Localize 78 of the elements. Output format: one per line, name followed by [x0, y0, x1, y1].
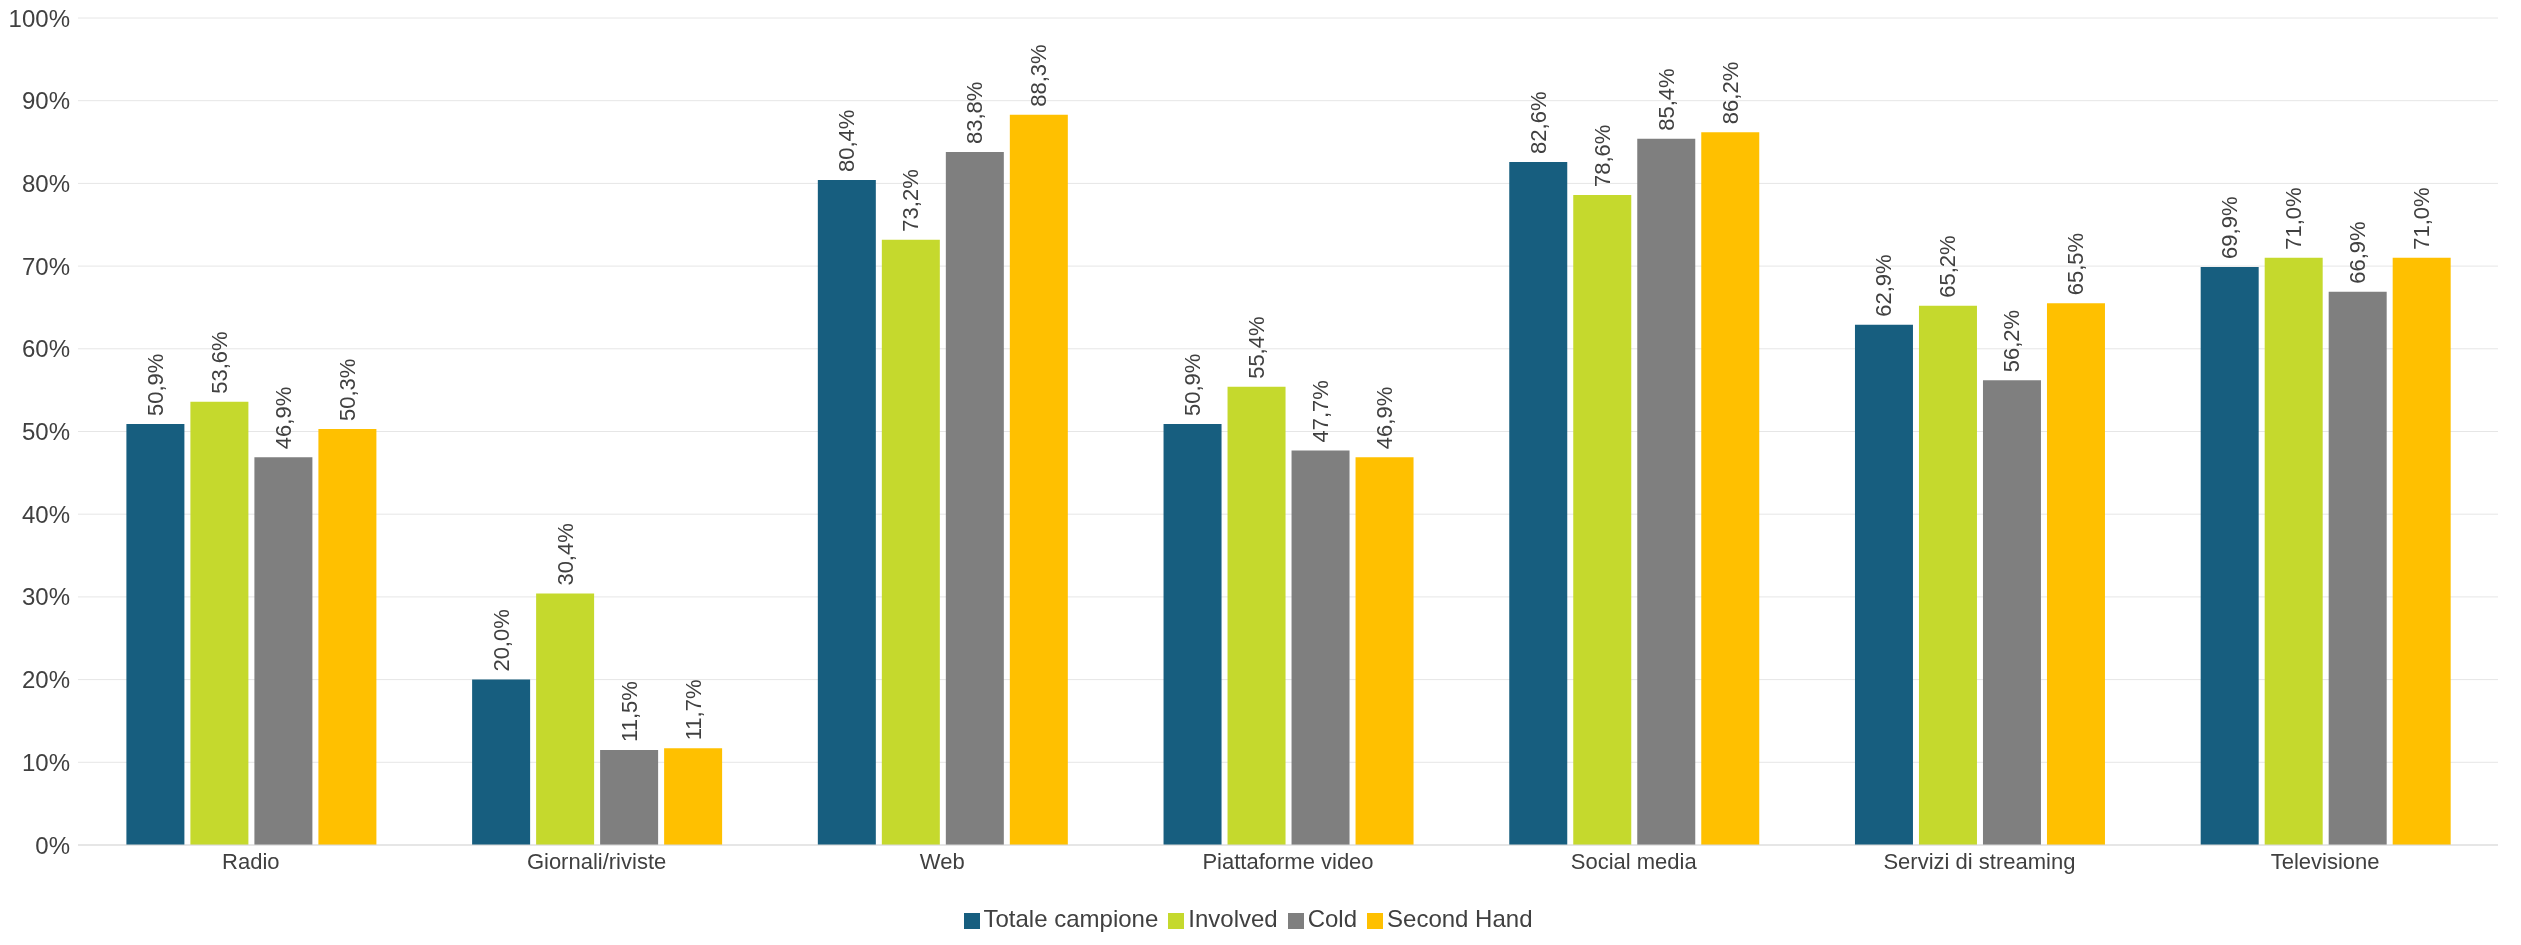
data-label: 82,6%	[1525, 91, 1551, 154]
bar	[600, 749, 659, 845]
data-label: 53,6%	[206, 331, 232, 394]
y-tick-label: 20%	[21, 666, 70, 694]
data-label: 65,5%	[2063, 232, 2089, 296]
bar	[472, 679, 531, 845]
y-tick-label: 90%	[21, 87, 70, 115]
data-label: 46,9%	[270, 386, 296, 450]
data-label: 71,0%	[2409, 187, 2435, 250]
bar	[318, 429, 377, 845]
bar	[2328, 291, 2387, 845]
y-tick-label: 50%	[21, 418, 70, 446]
legend-label: Totale campione	[983, 905, 1159, 932]
bar	[664, 748, 723, 845]
legend-label: Cold	[1307, 905, 1358, 932]
data-label: 88,3%	[1026, 44, 1052, 107]
x-tick-label: Giornali/riviste	[526, 848, 667, 874]
bar	[1637, 138, 1696, 845]
data-label: 85,4%	[1653, 68, 1679, 131]
x-tick-label: Web	[919, 848, 965, 874]
y-tick-label: 60%	[21, 335, 70, 363]
legend-label: Involved	[1188, 905, 1278, 932]
x-tick-label: Servizi di streaming	[1883, 848, 2076, 874]
bar	[126, 424, 185, 845]
data-label: 66,9%	[2345, 221, 2371, 284]
data-label: 30,4%	[552, 523, 578, 586]
bar	[1573, 194, 1632, 845]
data-label: 50,9%	[142, 353, 168, 417]
data-label: 50,9%	[1180, 353, 1206, 417]
bar	[1291, 450, 1350, 845]
y-tick-label: 0%	[35, 831, 70, 859]
bar	[1854, 324, 1913, 845]
data-label: 50,3%	[334, 358, 360, 422]
data-label: 55,4%	[1244, 316, 1270, 379]
bar	[2046, 303, 2105, 845]
bar	[1227, 386, 1286, 845]
x-tick-label: Social media	[1570, 848, 1698, 874]
bar	[190, 401, 249, 845]
data-label: 65,2%	[1935, 235, 1961, 298]
bar	[945, 151, 1004, 845]
bar	[1701, 132, 1760, 845]
bar	[2264, 257, 2323, 845]
x-tick-label: Radio	[222, 848, 280, 874]
data-label: 56,2%	[1999, 309, 2025, 373]
bar	[1509, 161, 1568, 845]
bar	[1163, 424, 1222, 845]
data-label: 11,5%	[616, 681, 642, 742]
data-label: 69,9%	[2217, 196, 2243, 259]
data-label: 20,0%	[488, 609, 514, 672]
data-label: 78,6%	[1589, 124, 1615, 187]
bar	[1918, 305, 1977, 845]
data-label: 71,0%	[2281, 187, 2307, 250]
data-label: 46,9%	[1372, 386, 1398, 450]
bar	[2200, 266, 2259, 845]
y-tick-label: 40%	[21, 500, 70, 528]
x-tick-label: Piattaforme video	[1202, 848, 1374, 874]
bar	[254, 457, 313, 845]
data-label: 80,4%	[834, 109, 860, 173]
bar	[1355, 457, 1414, 845]
data-label: 62,9%	[1871, 254, 1897, 317]
x-tick-label: Televisione	[2270, 848, 2380, 874]
data-label: 73,2%	[898, 169, 924, 232]
legend-label: Second Hand	[1387, 905, 1533, 932]
y-tick-label: 80%	[21, 169, 70, 197]
bar	[1009, 114, 1068, 845]
y-tick-label: 10%	[21, 748, 70, 776]
bar	[817, 180, 876, 845]
y-tick-label: 70%	[21, 252, 70, 280]
bar	[1982, 380, 2041, 845]
y-tick-label: 100%	[8, 4, 70, 32]
bar	[881, 239, 940, 845]
data-label: 83,8%	[962, 81, 988, 144]
bar	[536, 593, 595, 845]
data-label: 11,7%	[680, 679, 706, 741]
data-label: 47,7%	[1308, 380, 1334, 443]
data-label: 86,2%	[1717, 61, 1743, 125]
y-tick-label: 30%	[21, 583, 70, 611]
bar	[2392, 257, 2451, 845]
